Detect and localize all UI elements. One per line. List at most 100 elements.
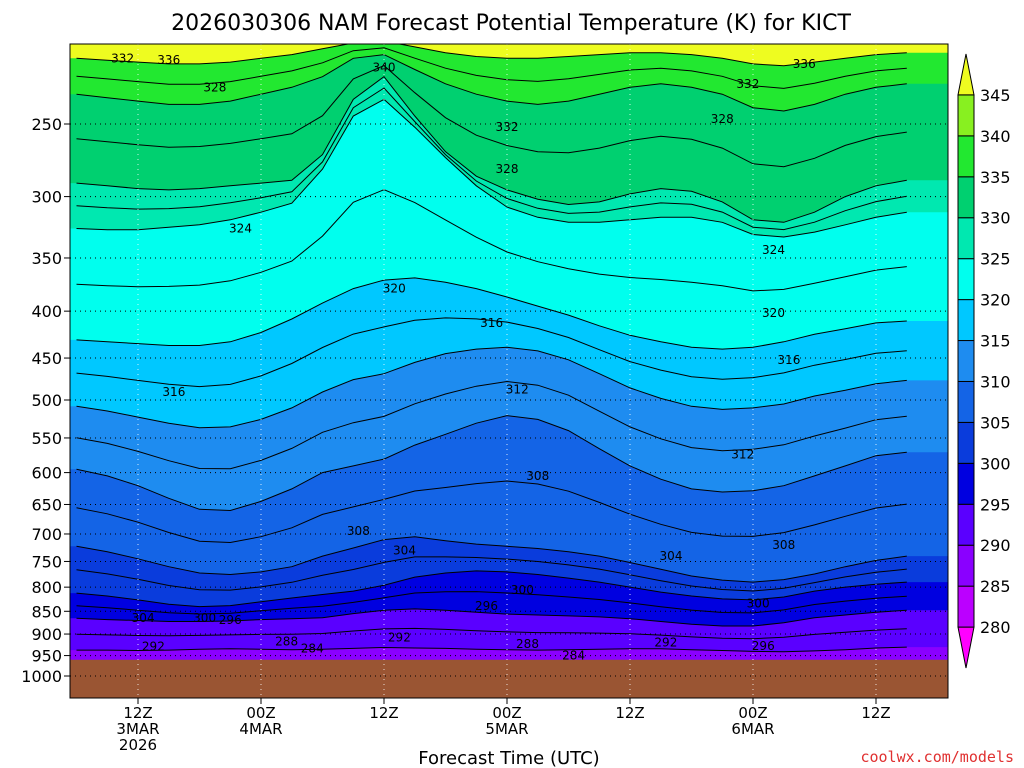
contour-label-32: 292 xyxy=(654,635,677,649)
contour-label-29: 296 xyxy=(752,639,775,653)
colorbar-segment-4 xyxy=(957,462,975,505)
x-tick-label-0-2: 2026 xyxy=(119,736,157,754)
x-tick-label-0-0: 12Z xyxy=(123,704,152,722)
colorbar-label-295: 295 xyxy=(980,495,1011,514)
contour-label-15: 316 xyxy=(777,353,800,367)
contour-label-1: 336 xyxy=(157,53,180,67)
x-tick-label-12-0: 00Z xyxy=(246,704,275,722)
colorbar-label-325: 325 xyxy=(980,250,1011,269)
colorbar-label-310: 310 xyxy=(980,372,1011,391)
contour-line-340 xyxy=(76,44,907,67)
contour-line-300 xyxy=(76,570,907,608)
contour-line-330 xyxy=(76,76,907,223)
contour-label-26: 300 xyxy=(193,611,216,625)
contour-line-335 xyxy=(76,54,907,112)
contour-label-17: 312 xyxy=(731,447,754,461)
contour-line-295 xyxy=(76,608,907,627)
contour-label-8: 328 xyxy=(496,162,519,176)
y-tick-label-1000: 1000 xyxy=(21,667,62,686)
contour-label-31: 292 xyxy=(388,631,411,645)
contour-label-10: 324 xyxy=(762,243,785,257)
colorbar-segment-3 xyxy=(957,503,975,546)
below-ground-area xyxy=(70,659,948,698)
contour-label-16: 312 xyxy=(506,383,529,397)
contour-line-mid-305 xyxy=(76,480,907,544)
contour-line-mid-335 xyxy=(76,47,907,89)
colorbar-label-320: 320 xyxy=(980,291,1011,310)
colorbar-segment-2 xyxy=(957,544,975,587)
y-tick-label-900: 900 xyxy=(31,625,62,644)
y-tick-label-850: 850 xyxy=(31,602,62,621)
colorbar-segment-9 xyxy=(957,258,975,301)
contour-line-mid-290 xyxy=(76,627,907,640)
contour-line-mid-295 xyxy=(76,591,907,615)
y-tick-label-400: 400 xyxy=(31,302,62,321)
contour-label-24: 300 xyxy=(747,597,770,611)
colorbar-label-340: 340 xyxy=(980,127,1011,146)
contour-label-layer: 332 336 340 328 336 332 328 332 328 324 324 320 320 3… xyxy=(111,51,816,662)
contour-label-21: 304 xyxy=(393,544,416,558)
colorbar-segment-1 xyxy=(957,585,975,628)
contour-line-mid-300 xyxy=(76,556,907,592)
contour-label-28: 296 xyxy=(475,599,498,613)
contour-label-23: 300 xyxy=(511,583,534,597)
colorbar-label-330: 330 xyxy=(980,209,1011,228)
contour-label-0: 332 xyxy=(111,51,134,65)
y-tick-label-300: 300 xyxy=(31,188,62,207)
x-tick-label-48-0: 12Z xyxy=(615,704,644,722)
colorbar-label-345: 345 xyxy=(980,86,1011,105)
colorbar-label-290: 290 xyxy=(980,536,1011,555)
contour-line-mid-320 xyxy=(76,189,907,292)
y-tick-label-550: 550 xyxy=(31,429,62,448)
x-axis-label: Forecast Time (UTC) xyxy=(418,748,599,768)
y-tick-label-700: 700 xyxy=(31,525,62,544)
contour-label-30: 292 xyxy=(142,640,165,654)
contour-line-305 xyxy=(76,536,907,583)
contour-label-11: 320 xyxy=(383,282,406,296)
x-tick-label-36-0: 00Z xyxy=(492,704,521,722)
contour-line-315 xyxy=(76,346,907,429)
y-tick-label-250: 250 xyxy=(31,115,62,134)
contour-line-mid-315 xyxy=(76,317,907,388)
contour-line-325 xyxy=(76,98,907,238)
x-tick-label-0-1: 3MAR xyxy=(116,720,159,738)
colorbar-segment-0 xyxy=(957,626,975,669)
colorbar-segment-5 xyxy=(957,421,975,464)
y-tick-label-750: 750 xyxy=(31,552,62,571)
contour-label-14: 316 xyxy=(162,385,185,399)
y-tick-label-650: 650 xyxy=(31,495,62,514)
colorbar-label-335: 335 xyxy=(980,168,1011,187)
grid-layer xyxy=(70,44,948,698)
contour-label-13: 316 xyxy=(480,316,503,330)
contour-label-12: 320 xyxy=(762,306,785,320)
colorbar-label-305: 305 xyxy=(980,413,1011,432)
theta-fill-layer xyxy=(70,44,948,698)
contour-label-3: 328 xyxy=(203,80,226,94)
contour-label-27: 296 xyxy=(219,613,242,627)
contour-label-20: 308 xyxy=(772,538,795,552)
colorbar-label-285: 285 xyxy=(980,577,1011,596)
y-tick-label-950: 950 xyxy=(31,647,62,666)
contour-line-310 xyxy=(76,415,907,512)
x-tick-label-12-1: 4MAR xyxy=(239,720,282,738)
colorbar-label-300: 300 xyxy=(980,454,1011,473)
y-tick-label-800: 800 xyxy=(31,578,62,597)
y-tick-label-350: 350 xyxy=(31,249,62,268)
contour-label-6: 328 xyxy=(711,112,734,126)
x-tick-label-60-1: 6MAR xyxy=(731,720,774,738)
theta-contour-layer xyxy=(76,44,907,653)
colorbar-segment-8 xyxy=(957,299,975,342)
colorbar-segment-12 xyxy=(957,135,975,178)
contour-label-35: 284 xyxy=(301,641,324,655)
contour-label-18: 308 xyxy=(526,469,549,483)
contour-label-4: 336 xyxy=(793,57,816,71)
colorbar: 280 285 290 295 300 305 310 315 320 325 330 335 340 3… xyxy=(957,53,1011,669)
credit-link[interactable]: coolwx.com/models xyxy=(860,748,1014,766)
contour-label-5: 332 xyxy=(736,77,759,91)
chart-title: 2026030306 NAM Forecast Potential Temper… xyxy=(171,11,851,36)
colorbar-segment-13 xyxy=(957,94,975,137)
y-tick-label-500: 500 xyxy=(31,391,62,410)
contour-label-22: 304 xyxy=(660,549,683,563)
